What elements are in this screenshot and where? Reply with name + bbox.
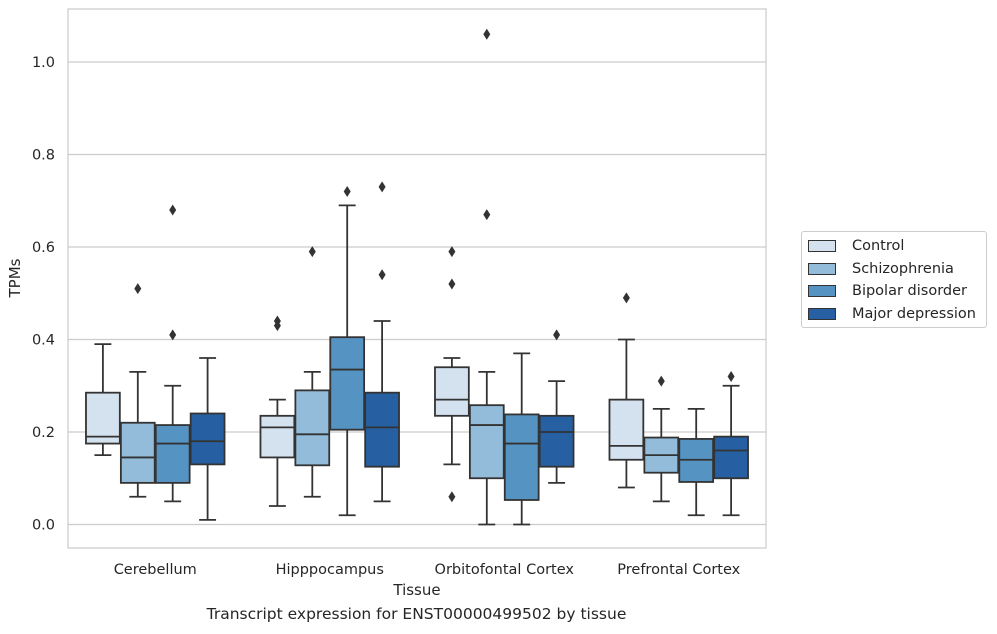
y-tick-label: 0.6 [32,240,55,256]
legend-item: Bipolar disorder [802,280,986,303]
y-tick-label: 0.8 [32,148,55,164]
y-axis-label: TPMs [6,258,24,298]
x-axis-label: Tissue [392,581,440,599]
outlier-point [727,371,735,382]
y-tick-label: 0.4 [32,333,55,349]
y-tick-label: 1.0 [32,55,55,71]
y-tick-label: 0.2 [32,425,55,441]
legend-swatch [808,240,836,253]
x-tick-label: Orbitofontal Cortex [435,562,575,578]
outlier-point [273,315,281,327]
outlier-point [448,246,456,258]
outlier-point [343,186,351,197]
plot-frame [67,8,767,549]
iqr-box [434,366,470,417]
legend: Control Schizophrenia Bipolar disorder Majo… [801,231,987,328]
box-bipolar-disorder [329,186,366,517]
legend-swatch [808,285,836,298]
box-bipolar-disorder [678,407,715,517]
iqr-box [119,421,156,484]
outlier-point [448,491,456,503]
box-bipolar-disorder [503,352,540,526]
x-tick-label: Prefrontal Cortex [617,562,740,578]
box-major-depression [189,357,226,521]
box-schizophrenia [294,246,331,498]
outlier-point [169,204,177,216]
y-tick-labels: 0.0 0.2 0.4 0.6 0.8 1.0 [32,55,55,534]
iqr-box [468,404,505,480]
iqr-box [329,336,366,431]
outlier-point [308,246,316,258]
legend-item: Control [802,235,986,258]
box-schizophrenia [468,28,505,526]
box-control [434,246,470,503]
box-schizophrenia [643,375,680,503]
legend-item: Major depression [802,303,986,326]
x-tick-label: Hipppocampus [276,562,384,578]
iqr-box [294,389,331,467]
box-major-depression [538,329,575,484]
outlier-point [553,329,561,341]
outlier-point [483,209,491,221]
legend-label: Schizophrenia [852,260,954,277]
iqr-box [713,435,749,480]
box-control [259,315,296,507]
iqr-box [259,414,296,459]
box-major-depression [713,371,749,517]
figure-caption: Transcript expression for ENST0000049950… [206,605,627,623]
outlier-point [134,283,142,295]
outlier-point [378,181,386,193]
iqr-box [538,414,575,468]
legend-label: Bipolar disorder [852,283,967,300]
legend-swatch [808,307,836,320]
box-major-depression [364,181,400,503]
box-bipolar-disorder [154,204,191,503]
outlier-point [378,269,386,281]
box-control [608,292,645,489]
legend-label: Control [852,238,905,255]
iqr-box [608,398,645,461]
boxes [85,28,749,526]
outlier-point [483,28,491,40]
outlier-point [657,375,665,387]
legend-swatch [808,262,836,275]
box-control [85,343,121,457]
legend-label: Major depression [852,305,976,322]
legend-item: Schizophrenia [802,258,986,281]
box-schizophrenia [119,283,156,498]
y-tick-label: 0.0 [32,518,55,534]
x-tick-labels: Cerebellum Hipppocampus Orbitofontal Corte… [114,562,741,578]
x-tick-label: Cerebellum [114,562,197,578]
iqr-box [189,412,226,466]
outlier-point [169,329,177,341]
iqr-box [364,391,400,468]
outlier-point [448,278,456,290]
iqr-box [503,413,540,501]
iqr-box [154,424,191,484]
iqr-box [85,391,121,445]
outlier-point [622,292,630,304]
